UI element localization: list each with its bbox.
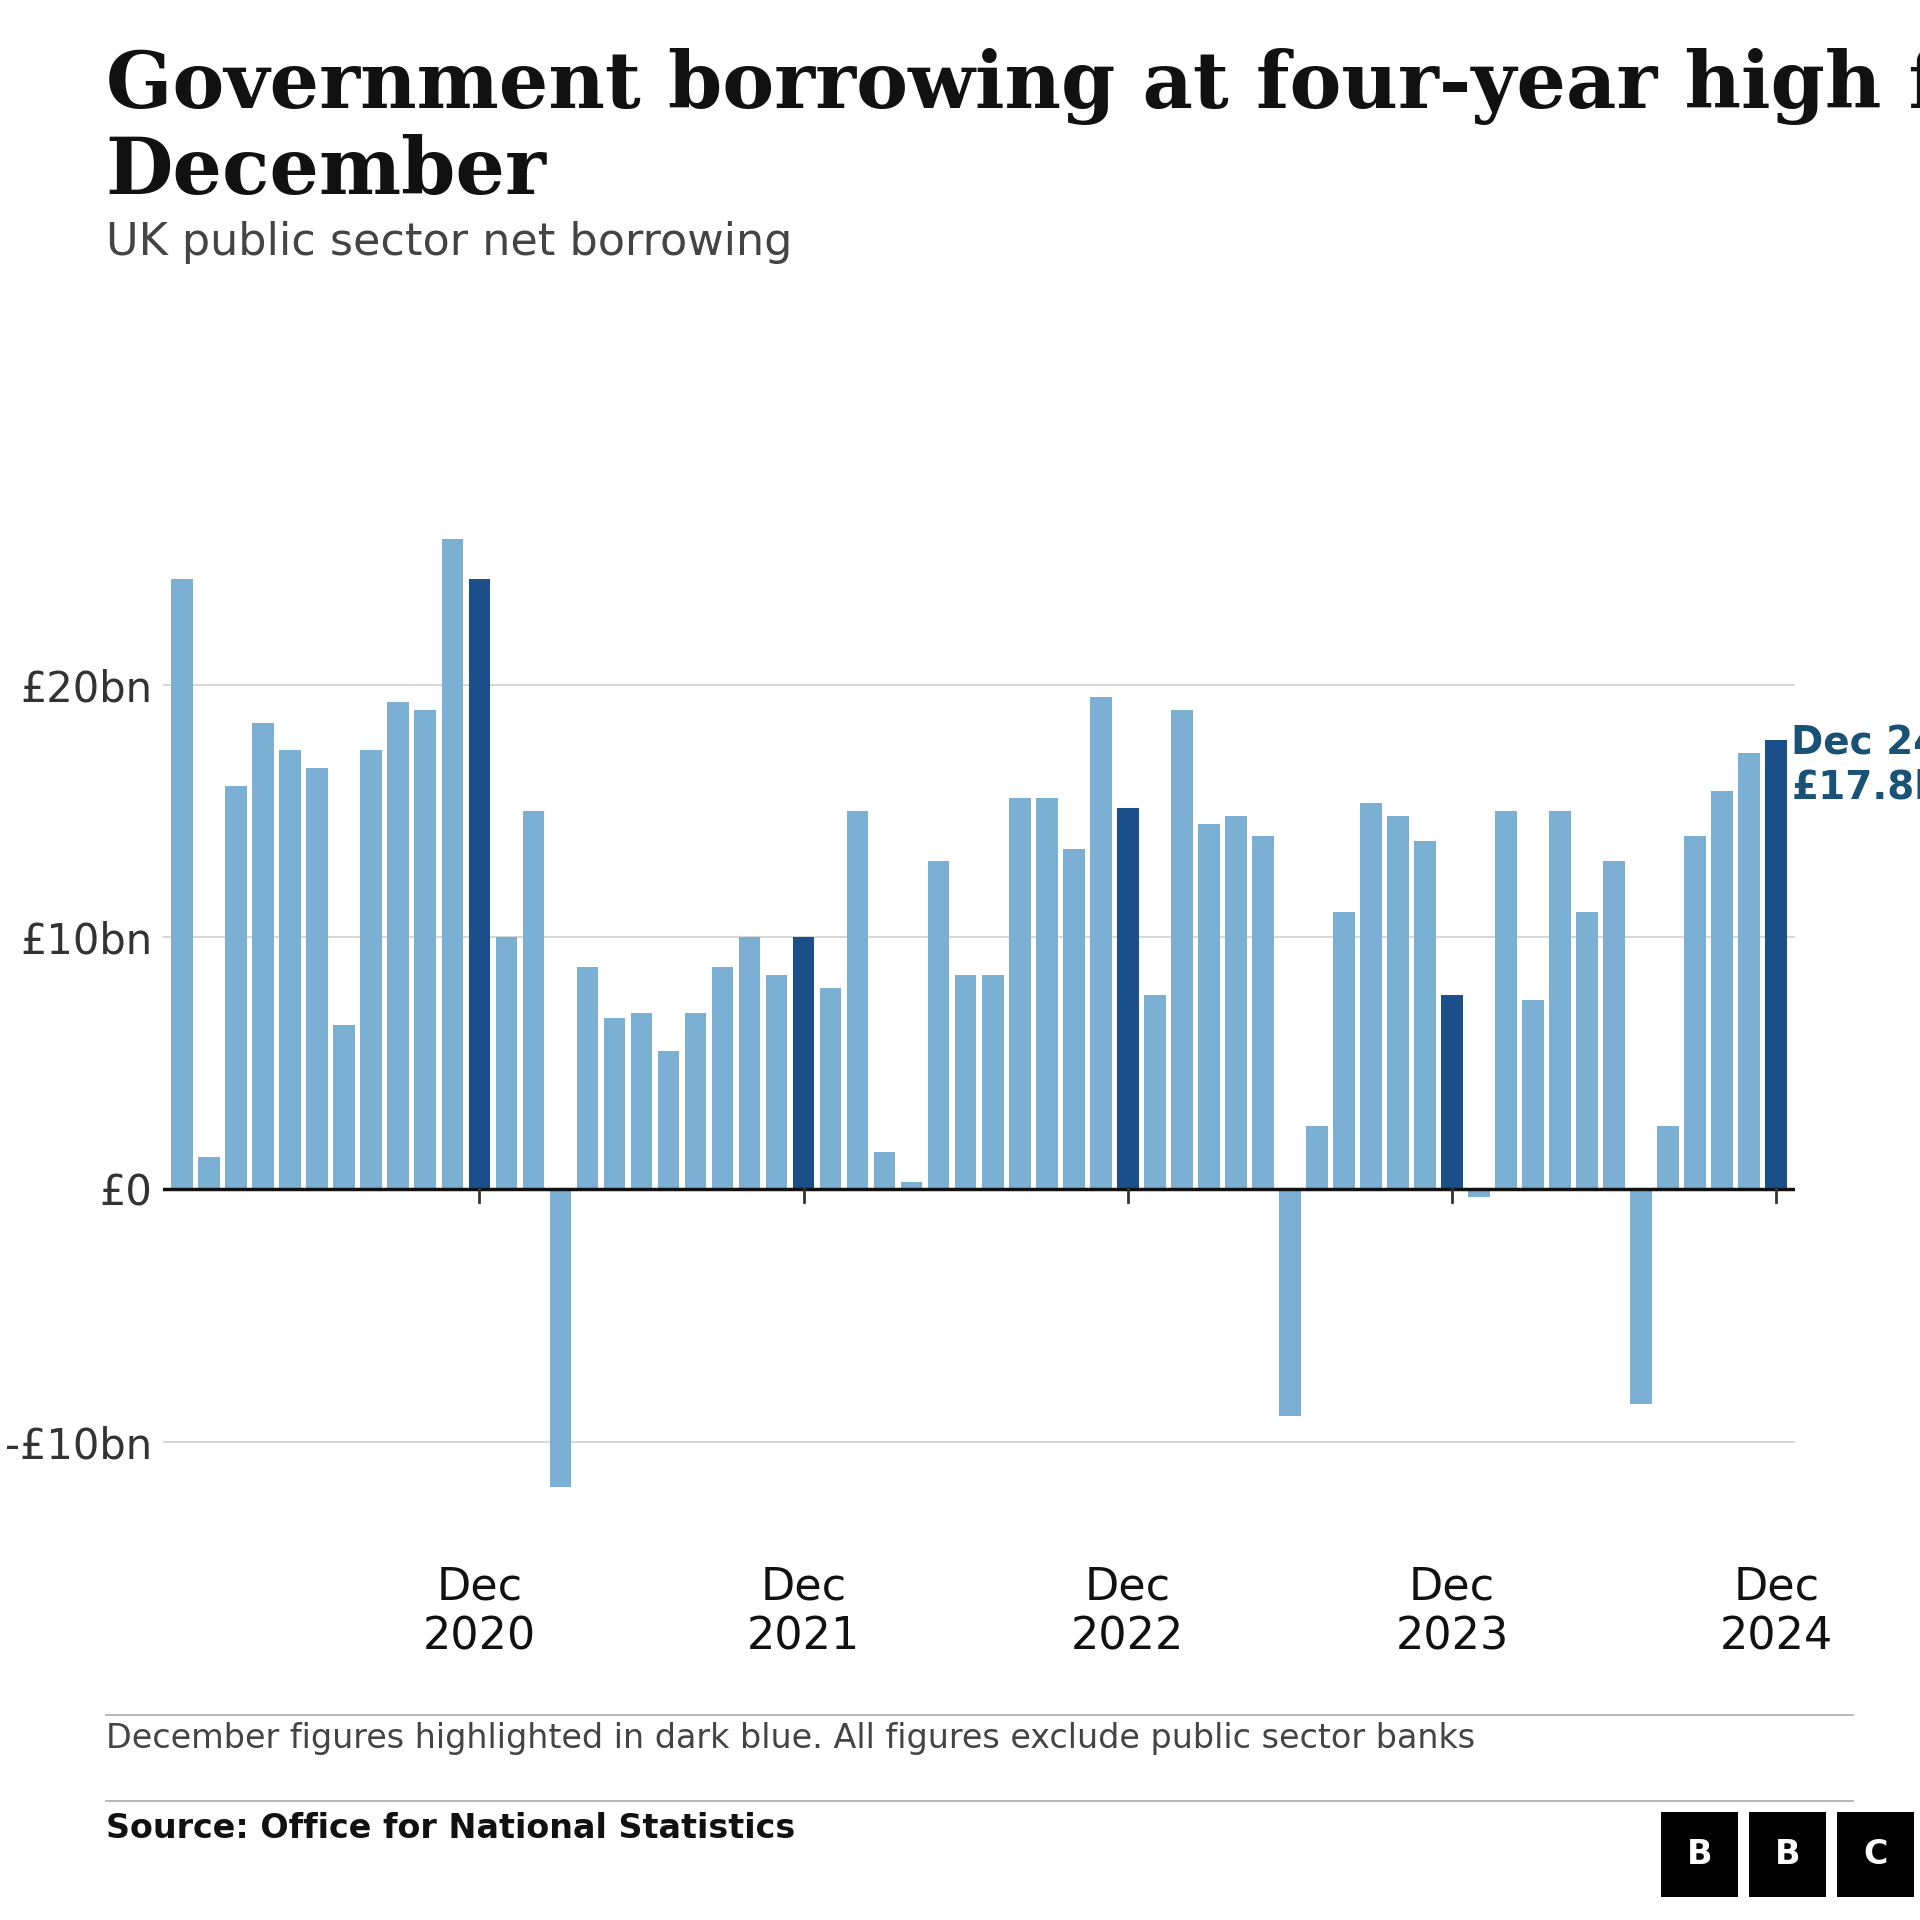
Bar	[1008, 799, 1031, 1188]
Bar	[820, 987, 841, 1188]
Bar	[1386, 816, 1409, 1188]
Bar	[1684, 837, 1707, 1188]
Bar	[766, 975, 787, 1188]
Bar	[847, 810, 868, 1188]
Bar	[1766, 741, 1788, 1188]
Bar	[1091, 697, 1112, 1188]
Bar	[900, 1183, 922, 1188]
Text: December: December	[106, 134, 547, 211]
Bar	[442, 538, 463, 1188]
Text: Source: Office for National Statistics: Source: Office for National Statistics	[106, 1812, 795, 1845]
Bar	[659, 1050, 680, 1188]
Bar	[1252, 837, 1273, 1188]
Bar	[1442, 995, 1463, 1188]
Bar	[252, 722, 275, 1188]
Bar	[549, 1188, 572, 1488]
Bar	[1171, 710, 1192, 1188]
Bar	[1144, 995, 1165, 1188]
Bar	[576, 968, 599, 1188]
Bar	[522, 810, 543, 1188]
Bar	[1657, 1127, 1678, 1188]
Text: Dec 24
£17.8bn: Dec 24 £17.8bn	[1791, 724, 1920, 806]
Bar	[415, 710, 436, 1188]
Bar	[280, 751, 301, 1188]
Text: December figures highlighted in dark blue. All figures exclude public sector ban: December figures highlighted in dark blu…	[106, 1722, 1475, 1755]
Bar	[361, 751, 382, 1188]
Bar	[1576, 912, 1597, 1188]
Bar	[171, 580, 192, 1188]
Bar	[1359, 803, 1382, 1188]
Text: Dec
2023: Dec 2023	[1396, 1565, 1509, 1659]
Text: Dec
2021: Dec 2021	[747, 1565, 860, 1659]
Bar	[603, 1018, 626, 1188]
Bar	[1711, 791, 1734, 1188]
Text: Government borrowing at four-year high for: Government borrowing at four-year high f…	[106, 48, 1920, 125]
Bar	[927, 862, 950, 1188]
Text: Dec
2022: Dec 2022	[1071, 1565, 1185, 1659]
Text: Dec
2020: Dec 2020	[422, 1565, 536, 1659]
Bar	[1603, 862, 1624, 1188]
Bar	[1415, 841, 1436, 1188]
Bar	[685, 1014, 707, 1188]
Bar	[1306, 1127, 1329, 1188]
Bar	[1225, 816, 1246, 1188]
Bar	[307, 768, 328, 1188]
Bar	[1738, 753, 1761, 1188]
Bar	[954, 975, 977, 1188]
Text: Dec
2024: Dec 2024	[1720, 1565, 1834, 1659]
Bar	[874, 1152, 895, 1188]
Bar	[334, 1025, 355, 1188]
Bar	[1549, 810, 1571, 1188]
Bar	[1037, 799, 1058, 1188]
Bar	[1496, 810, 1517, 1188]
Text: UK public sector net borrowing: UK public sector net borrowing	[106, 221, 791, 263]
Bar	[495, 937, 516, 1188]
Bar	[468, 580, 490, 1188]
Bar	[1469, 1188, 1490, 1196]
Bar	[793, 937, 814, 1188]
Bar	[1630, 1188, 1651, 1404]
Bar	[1117, 808, 1139, 1188]
Text: B: B	[1774, 1837, 1801, 1872]
Bar	[1198, 824, 1219, 1188]
Bar	[1332, 912, 1356, 1188]
Bar	[712, 968, 733, 1188]
Bar	[388, 703, 409, 1188]
Bar	[981, 975, 1004, 1188]
Bar	[739, 937, 760, 1188]
Bar	[1279, 1188, 1300, 1417]
Text: C: C	[1864, 1837, 1887, 1872]
Bar	[198, 1156, 221, 1188]
Bar	[1064, 849, 1085, 1188]
Bar	[1523, 1000, 1544, 1188]
Text: B: B	[1686, 1837, 1713, 1872]
Bar	[225, 785, 248, 1188]
Bar	[630, 1014, 653, 1188]
